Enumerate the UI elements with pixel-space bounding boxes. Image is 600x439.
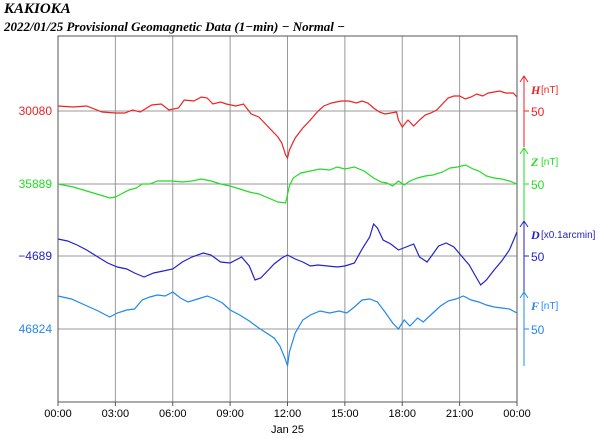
scale-arrow-f: [519, 291, 529, 299]
scale-arrow-d: [519, 220, 529, 228]
channel-unit-f: [nT]: [541, 301, 558, 312]
channel-unit-z: [nT]: [541, 157, 558, 168]
baseline-label-z: 35889: [19, 177, 53, 191]
scale-label-d: 50: [531, 250, 545, 264]
series-line-h: [57, 90, 518, 160]
x-tick-label: 00:00: [44, 408, 72, 420]
scale-arrow-z: [519, 147, 529, 155]
channel-letter-h: H: [530, 83, 541, 97]
x-tick-label: 15:00: [331, 408, 359, 420]
series-line-f: [57, 291, 518, 367]
baseline-label-d: −4689: [18, 249, 52, 263]
channel-letter-d: D: [530, 228, 540, 242]
scale-arrow-h: [519, 75, 529, 83]
station-title: KAKIOKA: [4, 1, 71, 17]
x-tick-label: 21:00: [446, 408, 474, 420]
x-axis-label: Jan 25: [271, 424, 304, 436]
x-tick-label: 03:00: [102, 408, 130, 420]
baseline-label-h: 30080: [19, 104, 53, 118]
channel-unit-d: [x0.1arcmin]: [541, 230, 596, 241]
series-line-d: [57, 222, 518, 286]
channel-unit-h: [nT]: [541, 85, 558, 96]
x-tick-label: 06:00: [159, 408, 187, 420]
scale-label-f: 50: [531, 323, 545, 337]
baseline-label-f: 46824: [19, 322, 53, 336]
x-tick-label: 00:00: [503, 408, 531, 420]
x-tick-label: 12:00: [274, 408, 302, 420]
channel-letter-z: Z: [530, 155, 539, 169]
chart-subtitle: 2022/01/25 Provisional Geomagnetic Data …: [4, 19, 346, 34]
x-tick-label: 18:00: [388, 408, 416, 420]
scale-label-h: 50: [531, 105, 545, 119]
x-tick-label: 09:00: [216, 408, 244, 420]
scale-label-z: 50: [531, 178, 545, 192]
series-line-z: [57, 164, 518, 204]
channel-letter-f: F: [530, 299, 539, 313]
